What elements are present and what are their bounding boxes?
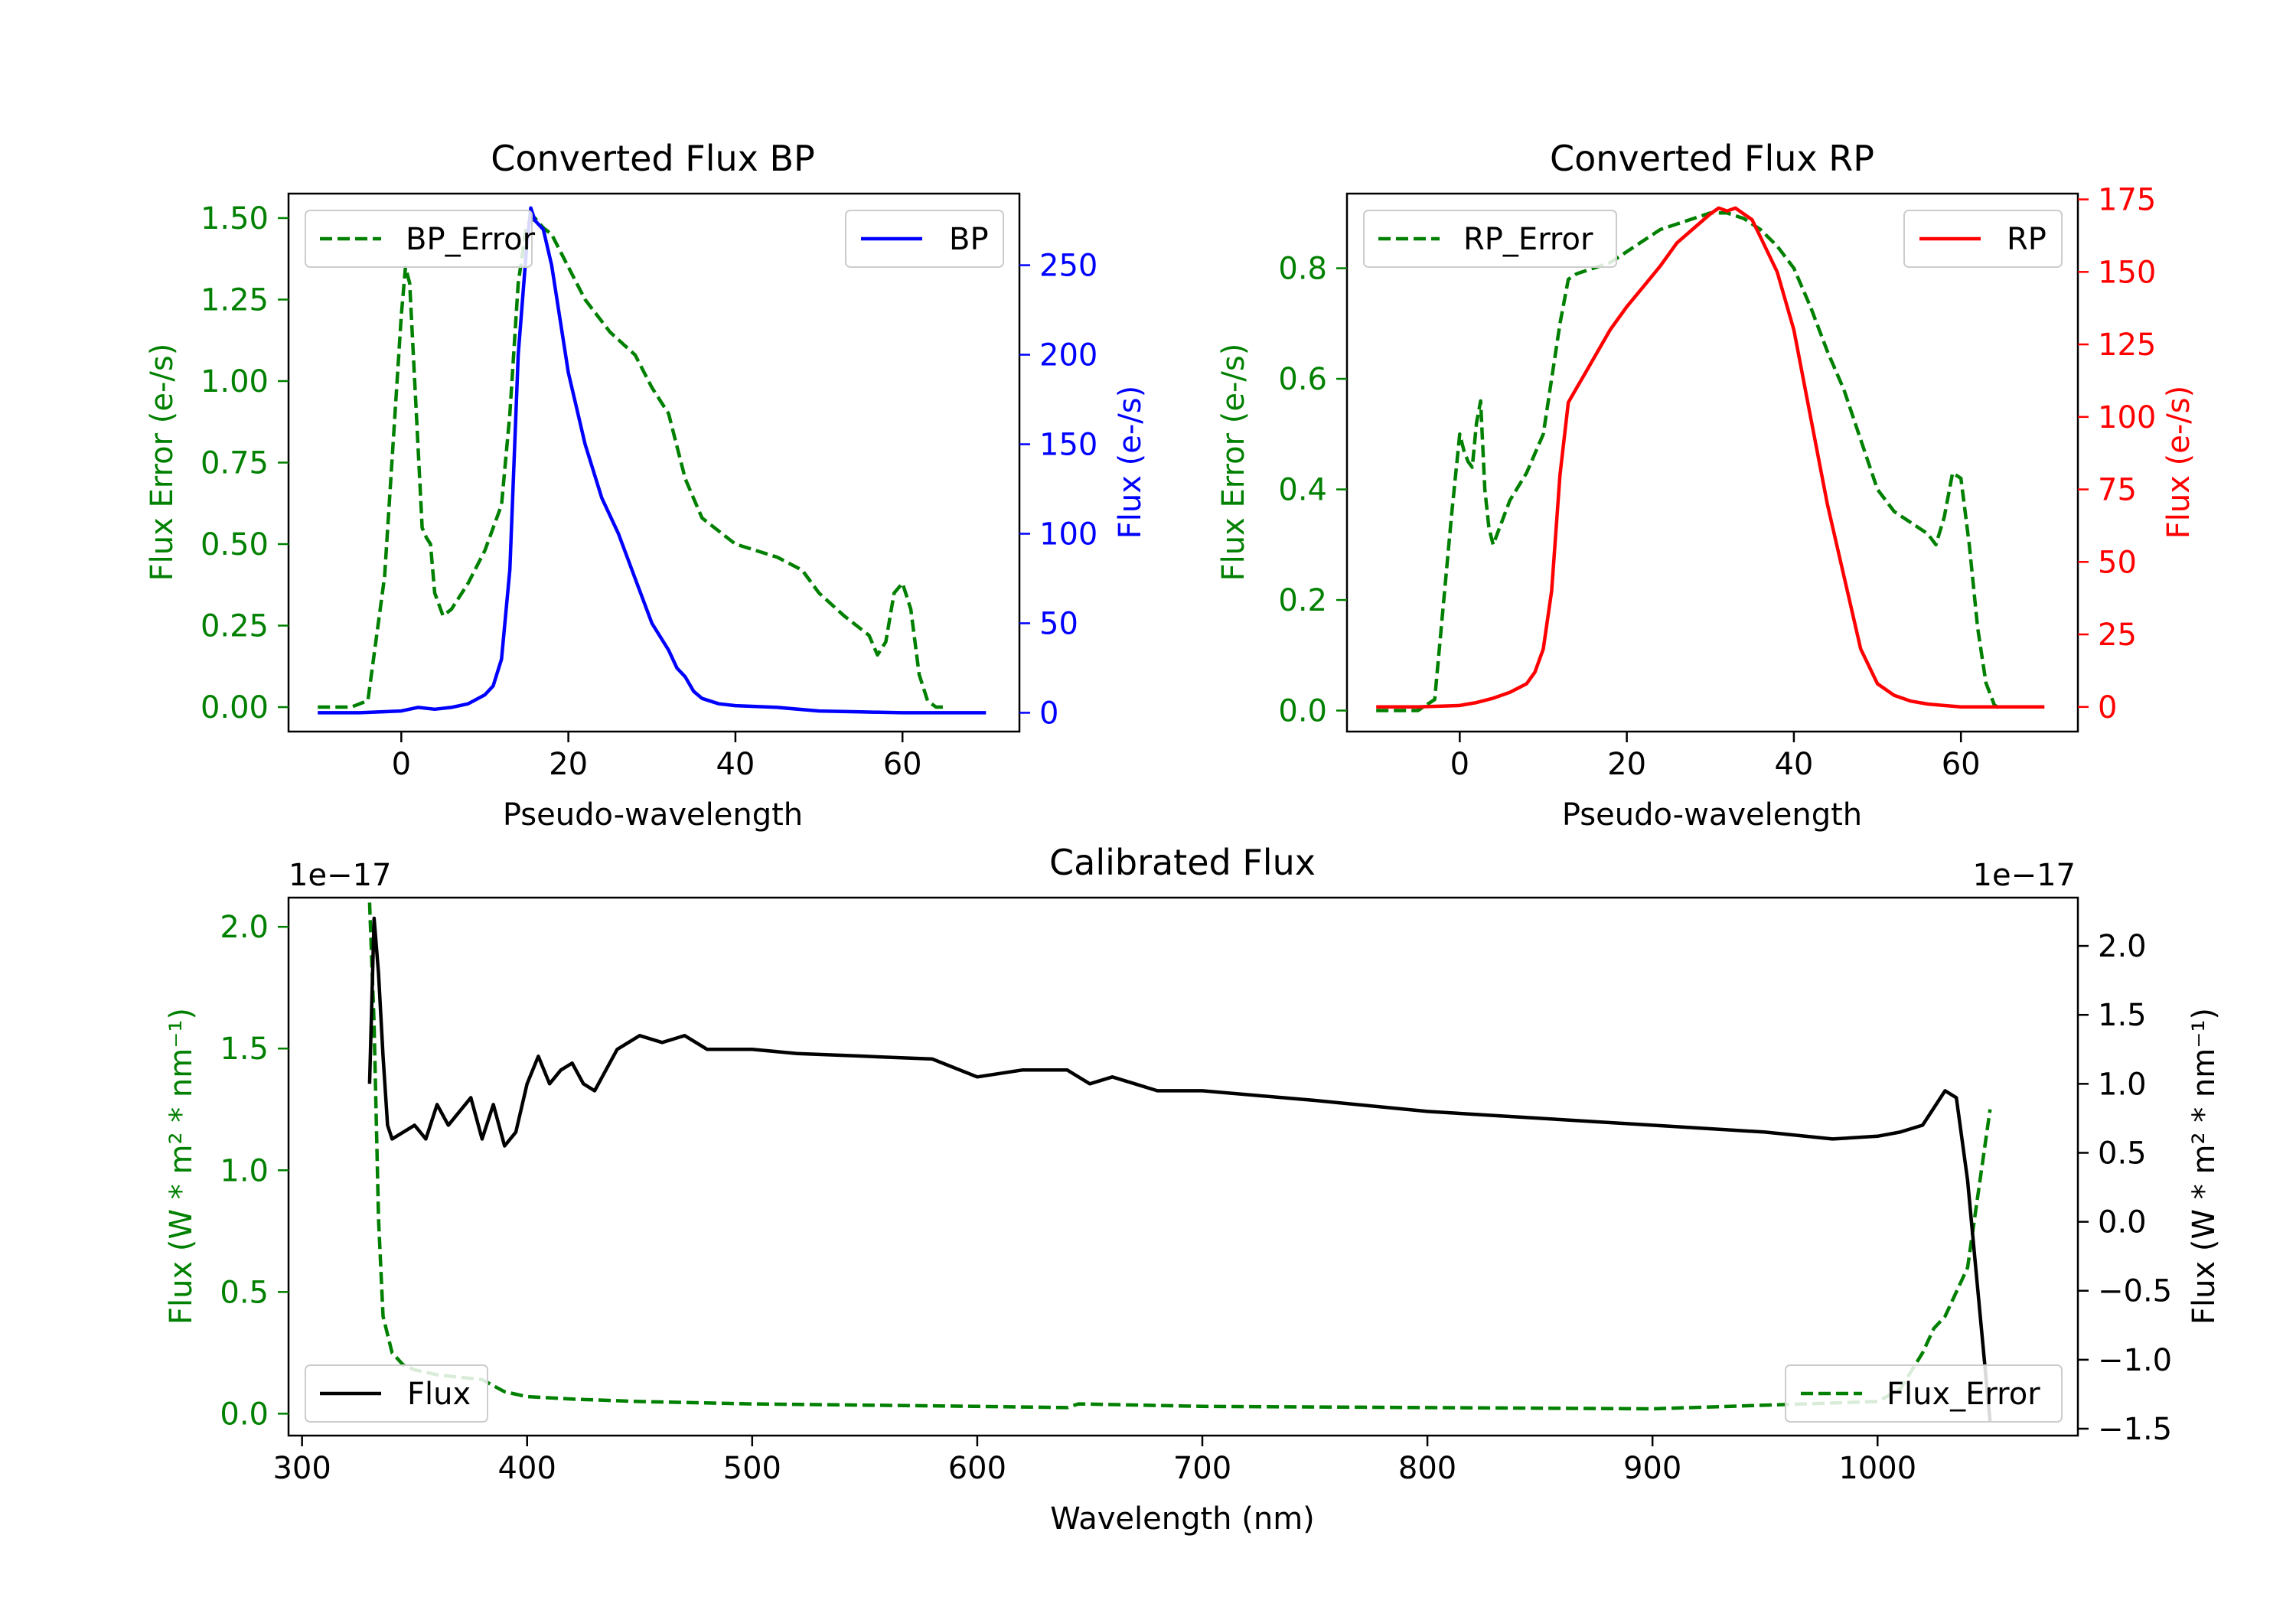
rp-ytick-label-right: 25 (2098, 618, 2137, 653)
bp-ytick-label-right: 0 (1039, 696, 1058, 731)
rp-title: Converted Flux RP (1550, 138, 1874, 179)
cal-ytick-label-right: 2.0 (2098, 929, 2147, 964)
bp-ylabel-right: Flux (e-/s) (1113, 386, 1148, 539)
cal-ylabel-left: Flux (W * m² * nm⁻¹) (164, 1008, 199, 1325)
rp-ylabel-right: Flux (e-/s) (2161, 386, 2197, 539)
bp-ytick-label-left: 0.00 (201, 690, 269, 725)
rp-frame (1345, 192, 2079, 733)
cal-ytick-label-right: −1.0 (2098, 1343, 2172, 1378)
rp-xlabel: Pseudo-wavelength (1562, 797, 1862, 833)
bp-ytick-label-right: 150 (1039, 428, 1097, 463)
rp-legend-flux[interactable]: RP (1903, 210, 2063, 268)
rp-ytick-label-left: 0.2 (1278, 583, 1327, 618)
bp-xlabel: Pseudo-wavelength (503, 797, 803, 833)
rp-ytick-label-right: 75 (2098, 473, 2137, 508)
cal-ytick-label-right: 1.5 (2098, 998, 2147, 1033)
bp-series-bp-error (318, 216, 944, 709)
cal-title: Calibrated Flux (1049, 842, 1316, 883)
cal-frame (287, 896, 2079, 1437)
cal-offset-right: 1e−17 (1973, 858, 2076, 893)
rp-ytick-label-right: 0 (2098, 690, 2117, 725)
rp-xtick-label: 0 (1450, 747, 1469, 782)
bp-panel: Converted Flux BP 0 20 40 60 0.00 0.25 0.50 0.7… (145, 138, 1148, 833)
cal-ytick-label-right: −1.5 (2098, 1412, 2172, 1447)
rp-xtick-label: 60 (1942, 747, 1981, 782)
bp-ytick-label-left: 0.25 (201, 609, 269, 644)
rp-ytick-label-right: 125 (2098, 328, 2156, 363)
cal-ytick-label-left: 2.0 (220, 910, 269, 945)
cal-xtick-label: 900 (1623, 1451, 1681, 1486)
bp-xtick-label: 40 (716, 747, 755, 782)
bp-ytick-label-left: 1.25 (201, 282, 269, 318)
cal-series-flux (367, 916, 1992, 1423)
cal-ytick-label-left: 1.5 (220, 1032, 269, 1067)
rp-ytick-label-left: 0.4 (1278, 473, 1327, 508)
rp-ytick-label-left: 0.8 (1278, 252, 1327, 287)
rp-ytick-label-left: 0.6 (1278, 362, 1327, 397)
rp-series-rp-error (1376, 211, 2004, 712)
bp-title: Converted Flux BP (491, 138, 815, 179)
bp-ytick-label-right: 100 (1039, 517, 1097, 552)
bp-plot-area (318, 206, 987, 715)
bp-xtick-label: 0 (392, 747, 411, 782)
rp-ytick-label-right: 175 (2098, 183, 2156, 218)
bp-xtick-label: 20 (549, 747, 588, 782)
rp-panel: Converted Flux RP 0 20 40 60 0.0 0.2 0.4 0.6 0.8… (1216, 138, 2197, 833)
cal-ylabel-right: Flux (W * m² * nm⁻¹) (2187, 1008, 2222, 1325)
cal-legend-error-label: Flux_Error (1887, 1377, 2040, 1412)
bp-legend-error-label: BP_Error (406, 222, 536, 257)
cal-xtick-label: 1000 (1838, 1451, 1916, 1486)
bp-xtick-label: 60 (883, 747, 922, 782)
bp-ytick-label-right: 250 (1039, 249, 1097, 284)
cal-plot-area (367, 902, 1992, 1423)
bp-ytick-label-right: 50 (1039, 606, 1078, 641)
rp-plot-area (1376, 206, 2045, 712)
bp-ytick-label-left: 0.50 (201, 527, 269, 562)
bp-ytick-label-left: 1.00 (201, 364, 269, 399)
rp-ytick-label-right: 150 (2098, 255, 2156, 290)
rp-series-rp (1376, 206, 2045, 709)
rp-legend-flux-label: RP (2007, 222, 2047, 257)
cal-ytick-label-left: 0.5 (220, 1275, 269, 1310)
cal-legend-error[interactable]: Flux_Error (1785, 1364, 2063, 1423)
rp-ytick-label-left: 0.0 (1278, 694, 1327, 729)
bp-axes: 0 20 40 60 0.00 0.25 0.50 0.75 1.00 1.25 1.50 0 50 10… (201, 201, 1097, 782)
rp-axes: 0 20 40 60 0.0 0.2 0.4 0.6 0.8 0 25 50 75 100 125 150 17… (1278, 183, 2156, 782)
bp-series-bp (318, 206, 987, 715)
cal-xtick-label: 600 (948, 1451, 1006, 1486)
rp-ylabel-left: Flux Error (e-/s) (1216, 344, 1251, 582)
cal-series-flux-error (367, 902, 1992, 1411)
cal-ytick-label-right: 0.0 (2098, 1205, 2147, 1240)
rp-legend-error-label: RP_Error (1463, 222, 1593, 257)
bp-legend-flux-label: BP (949, 222, 989, 257)
cal-ytick-label-left: 0.0 (220, 1397, 269, 1432)
cal-ytick-label-right: 0.5 (2098, 1136, 2147, 1171)
cal-xtick-label: 700 (1173, 1451, 1231, 1486)
rp-ytick-label-right: 50 (2098, 545, 2137, 580)
bp-legend-flux[interactable]: BP (845, 210, 1004, 268)
cal-ytick-label-right: 1.0 (2098, 1067, 2147, 1102)
cal-axes: 300 400 500 600 700 800 900 1000 0.0 0.5 1.0 1.5 2.0… (220, 910, 2172, 1486)
cal-ytick-label-left: 1.0 (220, 1153, 269, 1188)
rp-legend-error[interactable]: RP_Error (1363, 210, 1617, 268)
cal-xlabel: Wavelength (nm) (1050, 1501, 1315, 1537)
cal-legend-flux-label: Flux (407, 1377, 471, 1412)
bp-ytick-label-left: 0.75 (201, 446, 269, 481)
cal-xtick-label: 400 (498, 1451, 556, 1486)
cal-ytick-label-right: −0.5 (2098, 1274, 2172, 1309)
cal-legend-flux[interactable]: Flux (305, 1364, 488, 1423)
rp-xtick-label: 20 (1607, 747, 1646, 782)
bp-legend-error[interactable]: BP_Error (305, 210, 536, 268)
cal-panel: Calibrated Flux 1e−17 1e−17 300 400 500 600… (164, 842, 2222, 1537)
cal-xtick-label: 300 (272, 1451, 331, 1486)
rp-xtick-label: 40 (1774, 747, 1813, 782)
bp-ylabel-left: Flux Error (e-/s) (145, 344, 180, 582)
rp-ytick-label-right: 100 (2098, 400, 2156, 435)
cal-xtick-label: 800 (1398, 1451, 1456, 1486)
bp-ytick-label-right: 200 (1039, 338, 1097, 373)
cal-xtick-label: 500 (723, 1451, 781, 1486)
cal-offset-left: 1e−17 (289, 858, 391, 893)
bp-ytick-label-left: 1.50 (201, 201, 269, 236)
